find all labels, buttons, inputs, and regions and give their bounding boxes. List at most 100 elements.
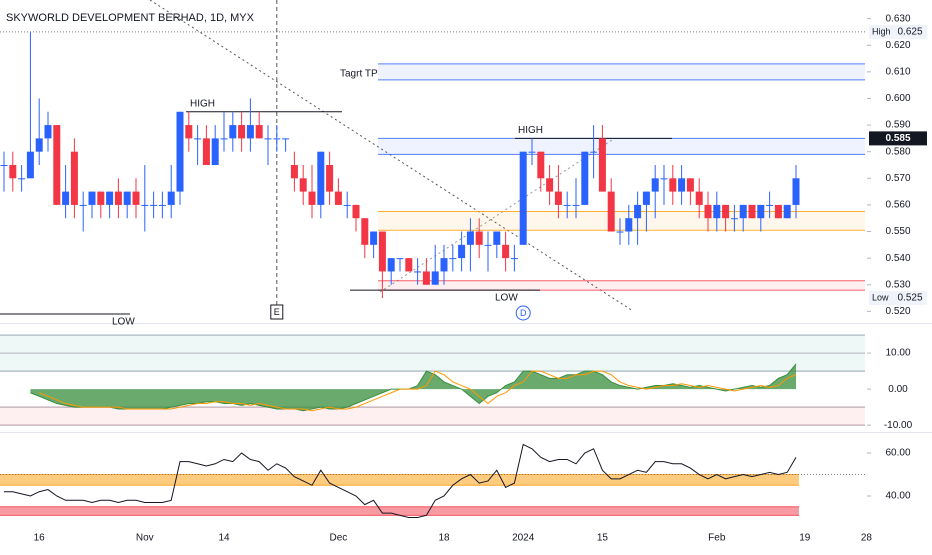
candle-body bbox=[484, 244, 492, 246]
candle-body bbox=[792, 178, 800, 205]
candle-body bbox=[607, 191, 615, 232]
y-tick-label: 0.540 bbox=[885, 253, 910, 264]
candle-body bbox=[502, 244, 510, 259]
candle-body bbox=[458, 244, 466, 259]
price-tag bbox=[869, 24, 927, 39]
candle-body bbox=[475, 231, 483, 245]
candle-body bbox=[255, 125, 263, 139]
candle-body bbox=[202, 138, 210, 165]
x-tick-label: 14 bbox=[218, 533, 230, 544]
zone bbox=[378, 211, 865, 231]
x-tick-label: 2024 bbox=[512, 533, 535, 544]
candle-body bbox=[572, 204, 580, 206]
plot: Tagrt TP HIGH HIGH LOW LOW 16 Nov 14 Dec 18 2024 15… bbox=[0, 0, 927, 544]
x-tick-label: Dec bbox=[330, 533, 348, 544]
annotation-label: HIGH bbox=[190, 98, 215, 109]
x-tick-label: Feb bbox=[708, 533, 726, 544]
candle-body bbox=[546, 178, 554, 192]
marker bbox=[515, 305, 531, 321]
y-tick-label: 0.610 bbox=[885, 66, 910, 77]
candle-body bbox=[53, 125, 61, 205]
candle-body bbox=[651, 178, 659, 192]
candle-body bbox=[317, 151, 325, 205]
zone-label: Tagrt TP bbox=[340, 69, 378, 80]
candle-body bbox=[150, 204, 158, 206]
candle-body bbox=[229, 125, 237, 139]
candle-body bbox=[695, 191, 703, 205]
candle-body bbox=[783, 204, 791, 219]
price-tag-name: High bbox=[872, 26, 891, 36]
y-tick-label: 0.530 bbox=[885, 279, 910, 290]
y-tick-label: 0.00 bbox=[888, 384, 908, 395]
candle-body bbox=[739, 204, 747, 219]
candle-body bbox=[537, 151, 545, 179]
line bbox=[39, 370, 797, 412]
marker-label: E bbox=[274, 307, 280, 317]
candle-body bbox=[334, 191, 342, 205]
candle-body bbox=[246, 125, 254, 139]
candle-body bbox=[378, 231, 386, 272]
candle-body bbox=[352, 204, 360, 219]
candle-body bbox=[590, 151, 598, 153]
y-tick-label: 40.00 bbox=[885, 491, 910, 502]
candle-body bbox=[185, 125, 193, 139]
candle-body bbox=[493, 231, 501, 245]
candle-body bbox=[273, 138, 281, 140]
candle-body bbox=[686, 178, 694, 192]
candle-body bbox=[660, 178, 668, 180]
candle-body bbox=[431, 271, 439, 285]
annotation-label: HIGH bbox=[518, 125, 543, 136]
candle-body bbox=[396, 258, 404, 260]
candle-body bbox=[440, 258, 448, 272]
candle-body bbox=[211, 138, 219, 165]
y-tick-label: 60.00 bbox=[885, 448, 910, 459]
y-tick-label: 0.580 bbox=[885, 146, 910, 157]
candle-body bbox=[598, 138, 606, 192]
y-tick-label: 0.590 bbox=[885, 120, 910, 131]
candle-body bbox=[361, 218, 369, 245]
candle-body bbox=[282, 138, 290, 140]
candle-body bbox=[167, 191, 175, 205]
candle-body bbox=[616, 231, 624, 233]
x-tick-label: 28 bbox=[861, 533, 873, 544]
candle-body bbox=[18, 178, 26, 180]
candle-body bbox=[774, 204, 782, 219]
y-tick-label: 0.560 bbox=[885, 200, 910, 211]
candle-body bbox=[220, 138, 228, 140]
candle-body bbox=[62, 191, 70, 205]
price-tag bbox=[869, 291, 927, 306]
candle-body bbox=[466, 231, 474, 245]
candle-body bbox=[9, 164, 17, 179]
candle-body bbox=[0, 164, 8, 166]
candle-body bbox=[634, 204, 642, 219]
candle-body bbox=[97, 191, 105, 205]
candle-body bbox=[26, 151, 34, 179]
candle-body bbox=[70, 151, 78, 205]
zone bbox=[0, 506, 799, 516]
candle-body bbox=[176, 111, 184, 192]
candle-body bbox=[141, 204, 149, 206]
candle-body bbox=[766, 204, 774, 206]
candle-body bbox=[713, 204, 721, 219]
candle-body bbox=[730, 218, 738, 220]
trend-line bbox=[379, 139, 613, 293]
candle-body bbox=[290, 164, 298, 179]
candle-body bbox=[264, 138, 272, 140]
zone bbox=[0, 474, 799, 486]
candle-body bbox=[449, 258, 457, 260]
y-tick-label: 0.600 bbox=[885, 93, 910, 104]
candle-body bbox=[669, 178, 677, 192]
area bbox=[30, 363, 796, 411]
candle-body bbox=[678, 178, 686, 192]
y-tick-label: 10.00 bbox=[885, 348, 910, 359]
zone bbox=[378, 280, 865, 291]
candle-body bbox=[106, 191, 114, 205]
candle-body bbox=[299, 178, 307, 192]
candle-body bbox=[625, 218, 633, 232]
candle-body bbox=[642, 191, 650, 205]
candle-body bbox=[132, 191, 140, 205]
candle-body bbox=[123, 191, 131, 205]
annotation-label: LOW bbox=[495, 293, 518, 304]
y-tick-label: -10.00 bbox=[884, 420, 913, 431]
